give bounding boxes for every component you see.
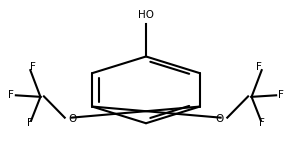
Text: F: F [30, 62, 36, 72]
Text: F: F [259, 118, 265, 128]
Text: HO: HO [138, 10, 154, 20]
Text: F: F [27, 118, 33, 128]
Text: O: O [68, 114, 77, 124]
Text: F: F [278, 90, 284, 100]
Text: F: F [8, 90, 14, 100]
Text: F: F [256, 62, 262, 72]
Text: O: O [215, 114, 224, 124]
